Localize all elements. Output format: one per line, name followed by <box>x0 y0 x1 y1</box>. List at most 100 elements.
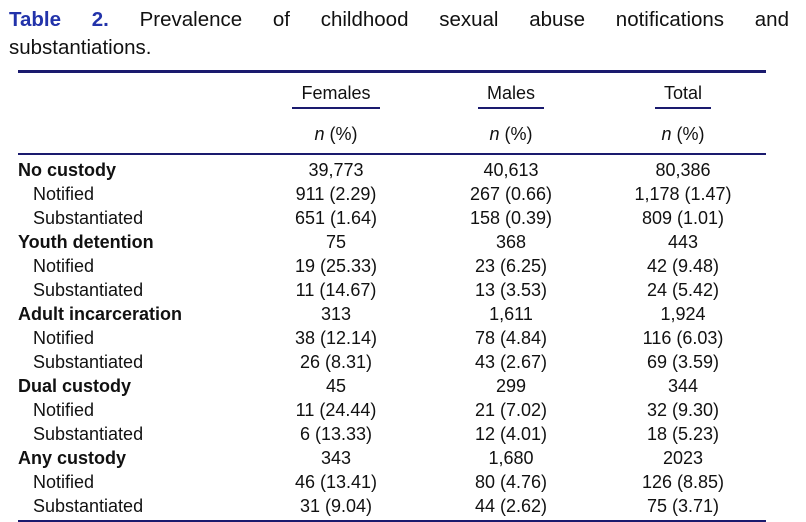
column-header-total: Total <box>654 83 712 109</box>
table-row-dual-custody: Dual custody 45 299 344 <box>18 374 766 398</box>
cell-females: 26 (8.31) <box>299 352 373 372</box>
table-header: Females Males Total n (%) n (%) n (%) <box>18 72 766 155</box>
cell-males: 12 (4.01) <box>474 424 548 444</box>
caption-line-1: Table 2. Prevalence of childhood sexual … <box>9 6 789 34</box>
subheader-males: n (%) <box>422 109 600 155</box>
header-cell-females: Females <box>250 72 422 109</box>
row-label: Notified <box>33 400 95 420</box>
table-row-substantiated: Substantiated 651 (1.64) 158 (0.39) 809 … <box>18 206 766 230</box>
cell-total: 42 (9.48) <box>646 256 720 276</box>
cell-males: 40,613 <box>483 160 539 180</box>
column-header-row: Females Males Total <box>18 72 766 110</box>
table-row-notified: Notified 911 (2.29) 267 (0.66) 1,178 (1.… <box>18 182 766 206</box>
table-row-notified: Notified 11 (24.44) 21 (7.02) 32 (9.30) <box>18 398 766 422</box>
cell-males: 267 (0.66) <box>469 184 553 204</box>
row-label: Adult incarceration <box>18 304 183 324</box>
row-label: No custody <box>18 160 117 180</box>
cell-females: 11 (14.67) <box>295 280 377 300</box>
cell-total: 443 <box>667 232 699 252</box>
cell-total: 18 (5.23) <box>646 424 720 444</box>
cell-total: 32 (9.30) <box>646 400 720 420</box>
cell-total: 24 (5.42) <box>646 280 720 300</box>
caption-table-number: Table 2. <box>9 8 109 31</box>
table-row-adult-incarceration: Adult incarceration 313 1,611 1,924 <box>18 302 766 326</box>
cell-females: 75 <box>325 232 347 252</box>
table-row-substantiated: Substantiated 11 (14.67) 13 (3.53) 24 (5… <box>18 278 766 302</box>
prevalence-table: Females Males Total n (%) n (%) n (%) No… <box>18 70 766 522</box>
cell-total: 126 (8.85) <box>641 472 725 492</box>
cell-males: 43 (2.67) <box>474 352 548 372</box>
table-row-notified: Notified 19 (25.33) 23 (6.25) 42 (9.48) <box>18 254 766 278</box>
cell-total: 75 (3.71) <box>646 496 720 516</box>
row-label: Substantiated <box>33 496 144 516</box>
table-caption: Table 2. Prevalence of childhood sexual … <box>9 6 789 62</box>
cell-females: 19 (25.33) <box>294 256 378 276</box>
table-body: No custody 39,773 40,613 80,386 Notified… <box>18 154 766 522</box>
cell-females: 45 <box>325 376 347 396</box>
cell-total: 809 (1.01) <box>641 208 725 228</box>
cell-females: 313 <box>320 304 352 324</box>
cell-males: 299 <box>495 376 527 396</box>
cell-females: 343 <box>320 448 352 468</box>
cell-females: 911 (2.29) <box>295 184 377 204</box>
pct-label: (%) <box>329 124 358 144</box>
subheader-females: n (%) <box>250 109 422 155</box>
header-cell-total: Total <box>600 72 766 109</box>
header-cell-males: Males <box>422 72 600 109</box>
row-label: Youth detention <box>18 232 154 252</box>
cell-females: 31 (9.04) <box>299 496 373 516</box>
cell-males: 21 (7.02) <box>474 400 548 420</box>
table-row-notified: Notified 38 (12.14) 78 (4.84) 116 (6.03) <box>18 326 766 350</box>
cell-females: 39,773 <box>308 160 364 180</box>
cell-total: 116 (6.03) <box>642 328 724 348</box>
table-row-no-custody: No custody 39,773 40,613 80,386 <box>18 154 766 182</box>
column-header-females: Females <box>292 83 380 109</box>
pct-label: (%) <box>504 124 533 144</box>
subheader-row: n (%) n (%) n (%) <box>18 109 766 155</box>
row-label: Notified <box>33 256 95 276</box>
caption-text-1: Prevalence of childhood sexual abuse not… <box>139 8 789 31</box>
row-label: Substantiated <box>33 208 144 228</box>
table-row-any-custody: Any custody 343 1,680 2023 <box>18 446 766 470</box>
cell-total: 1,178 (1.47) <box>634 184 732 204</box>
cell-males: 1,680 <box>488 448 534 468</box>
column-header-males: Males <box>477 83 544 109</box>
empty-subheader-cell <box>18 109 250 155</box>
cell-females: 11 (24.44) <box>295 400 377 420</box>
cell-total: 1,924 <box>660 304 706 324</box>
cell-males: 78 (4.84) <box>474 328 548 348</box>
cell-total: 344 <box>667 376 699 396</box>
cell-females: 651 (1.64) <box>294 208 378 228</box>
table-row-substantiated: Substantiated 6 (13.33) 12 (4.01) 18 (5.… <box>18 422 766 446</box>
cell-total: 69 (3.59) <box>646 352 720 372</box>
table-row-substantiated: Substantiated 31 (9.04) 44 (2.62) 75 (3.… <box>18 494 766 522</box>
cell-males: 13 (3.53) <box>474 280 548 300</box>
cell-males: 44 (2.62) <box>474 496 548 516</box>
caption-text-2: substantiations. <box>9 36 152 59</box>
cell-females: 38 (12.14) <box>294 328 378 348</box>
cell-males: 23 (6.25) <box>474 256 548 276</box>
cell-females: 6 (13.33) <box>299 424 373 444</box>
empty-header-cell <box>18 72 250 110</box>
table-row-youth-detention: Youth detention 75 368 443 <box>18 230 766 254</box>
cell-males: 158 (0.39) <box>469 208 553 228</box>
table-row-substantiated: Substantiated 26 (8.31) 43 (2.67) 69 (3.… <box>18 350 766 374</box>
cell-total: 80,386 <box>655 160 711 180</box>
row-label: Notified <box>33 328 95 348</box>
row-label: Notified <box>33 184 95 204</box>
cell-males: 368 <box>495 232 527 252</box>
row-label: Substantiated <box>33 280 144 300</box>
n-italic: n <box>489 124 500 144</box>
pct-label: (%) <box>676 124 705 144</box>
row-label: Dual custody <box>18 376 132 396</box>
cell-total: 2023 <box>662 448 704 468</box>
subheader-total: n (%) <box>600 109 766 155</box>
cell-females: 46 (13.41) <box>294 472 378 492</box>
table-row-notified: Notified 46 (13.41) 80 (4.76) 126 (8.85) <box>18 470 766 494</box>
n-italic: n <box>661 124 672 144</box>
row-label: Notified <box>33 472 95 492</box>
row-label: Substantiated <box>33 352 144 372</box>
n-italic: n <box>314 124 325 144</box>
row-label: Any custody <box>18 448 127 468</box>
